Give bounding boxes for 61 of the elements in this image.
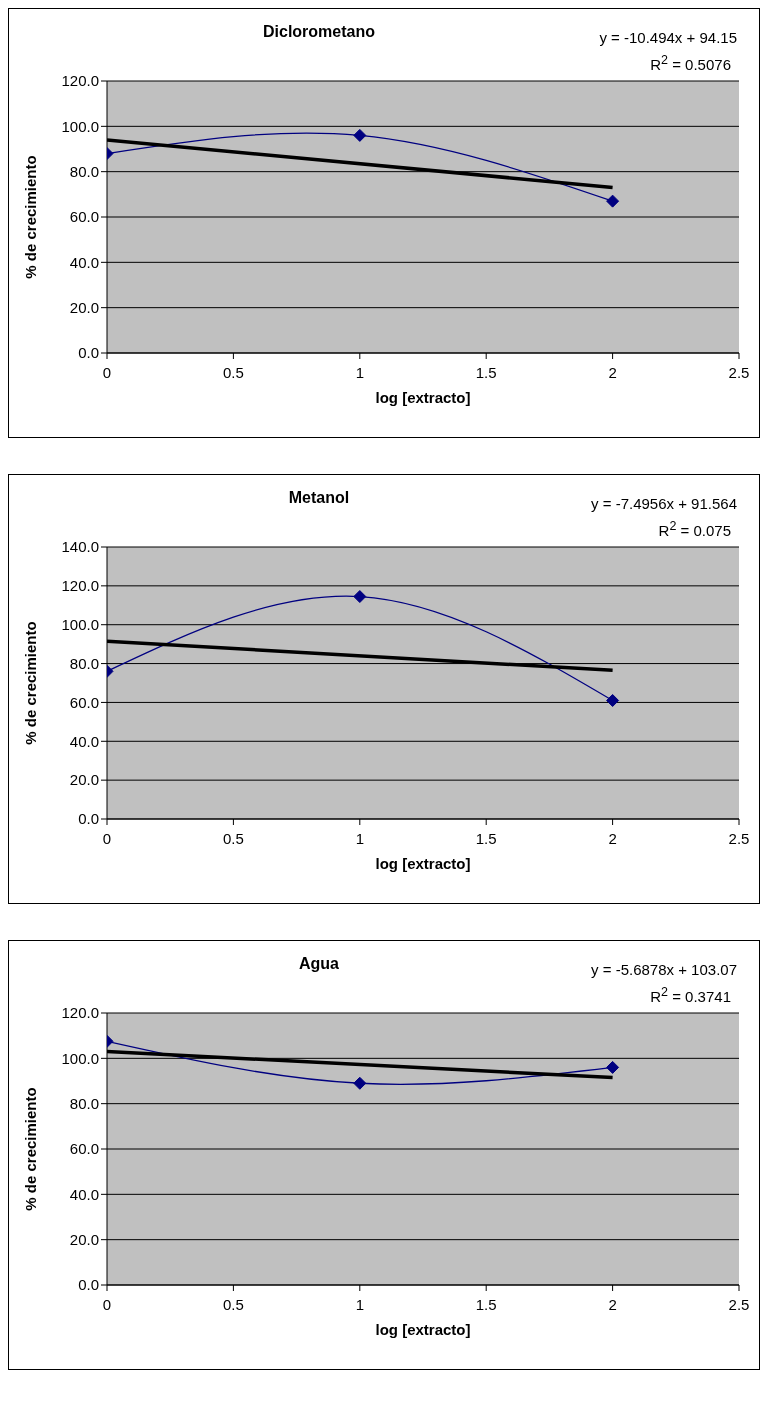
y-tick-label: 120.0 bbox=[61, 577, 99, 595]
y-tick-label: 60.0 bbox=[69, 693, 99, 711]
text: y = -7.4956x + 91.564 bbox=[591, 494, 737, 514]
text: R$^{2}$ = 0.075 bbox=[657, 518, 731, 541]
y-tick-label: 140.0 bbox=[61, 538, 99, 556]
x-tick-label: 1.5 bbox=[475, 829, 497, 847]
y-tick-label: 80.0 bbox=[69, 654, 99, 672]
x-tick-label: 1 bbox=[355, 1295, 364, 1313]
x-tick-label: 0 bbox=[102, 363, 112, 381]
y-tick-label: 60.0 bbox=[69, 208, 99, 226]
x-tick-label: 2.5 bbox=[728, 1295, 750, 1313]
y-tick-label: 100.0 bbox=[61, 117, 99, 135]
y-tick-label: 40.0 bbox=[69, 253, 99, 271]
point bbox=[606, 693, 620, 707]
x-tick-label: 2 bbox=[608, 829, 617, 847]
y-tick-label: 20.0 bbox=[69, 1230, 99, 1248]
y-tick-label: 0.0 bbox=[78, 344, 99, 362]
x-axis-title: log [extracto] bbox=[375, 389, 471, 406]
x-tick-label: 1.5 bbox=[475, 363, 497, 381]
point bbox=[606, 194, 620, 208]
x-tick-label: 2 bbox=[608, 363, 617, 381]
text: R$^{2}$ = 0.3741 bbox=[649, 984, 731, 1007]
point bbox=[353, 590, 367, 604]
text: y = -10.494x + 94.15 bbox=[599, 28, 737, 48]
x-tick-label: 2 bbox=[608, 1295, 617, 1313]
x-tick-label: 2.5 bbox=[728, 363, 750, 381]
x-tick-label: 2.5 bbox=[728, 829, 750, 847]
x-tick-label: 0 bbox=[102, 829, 112, 847]
y-axis-title: % de crecimiento bbox=[22, 1087, 40, 1211]
y-tick-label: 120.0 bbox=[61, 1004, 99, 1022]
y-tick-label: 60.0 bbox=[69, 1140, 99, 1158]
x-tick-label: 1 bbox=[355, 363, 364, 381]
x-tick-label: 0.5 bbox=[222, 1295, 244, 1313]
chart-title: Metanol bbox=[288, 489, 350, 506]
y-tick-label: 0.0 bbox=[78, 810, 99, 828]
y-tick-label: 100.0 bbox=[61, 616, 99, 634]
text: y = -5.6878x + 103.07 bbox=[591, 960, 737, 980]
point bbox=[606, 1060, 620, 1074]
chart-title: Diclorometano bbox=[262, 23, 375, 40]
x-tick-label: 1.5 bbox=[475, 1295, 497, 1313]
x-axis-title: log [extracto] bbox=[375, 1321, 471, 1338]
y-tick-label: 20.0 bbox=[69, 771, 99, 789]
point bbox=[353, 128, 367, 142]
x-tick-label: 1 bbox=[355, 829, 364, 847]
y-tick-label: 120.0 bbox=[61, 72, 99, 90]
chart-title: Agua bbox=[299, 955, 339, 972]
y-tick-label: 100.0 bbox=[61, 1049, 99, 1067]
x-tick-label: 0.5 bbox=[222, 363, 244, 381]
text: R$^{2}$ = 0.5076 bbox=[649, 52, 731, 75]
point bbox=[353, 1076, 367, 1090]
y-tick-label: 40.0 bbox=[69, 732, 99, 750]
y-axis-title: % de crecimiento bbox=[22, 621, 40, 745]
y-tick-label: 20.0 bbox=[69, 298, 99, 316]
y-tick-label: 80.0 bbox=[69, 1094, 99, 1112]
x-tick-label: 0 bbox=[102, 1295, 112, 1313]
y-tick-label: 80.0 bbox=[69, 162, 99, 180]
y-tick-label: 40.0 bbox=[69, 1185, 99, 1203]
x-axis-title: log [extracto] bbox=[375, 855, 471, 872]
x-tick-label: 0.5 bbox=[222, 829, 244, 847]
y-tick-label: 0.0 bbox=[78, 1276, 99, 1294]
y-axis-title: % de crecimiento bbox=[22, 155, 40, 279]
